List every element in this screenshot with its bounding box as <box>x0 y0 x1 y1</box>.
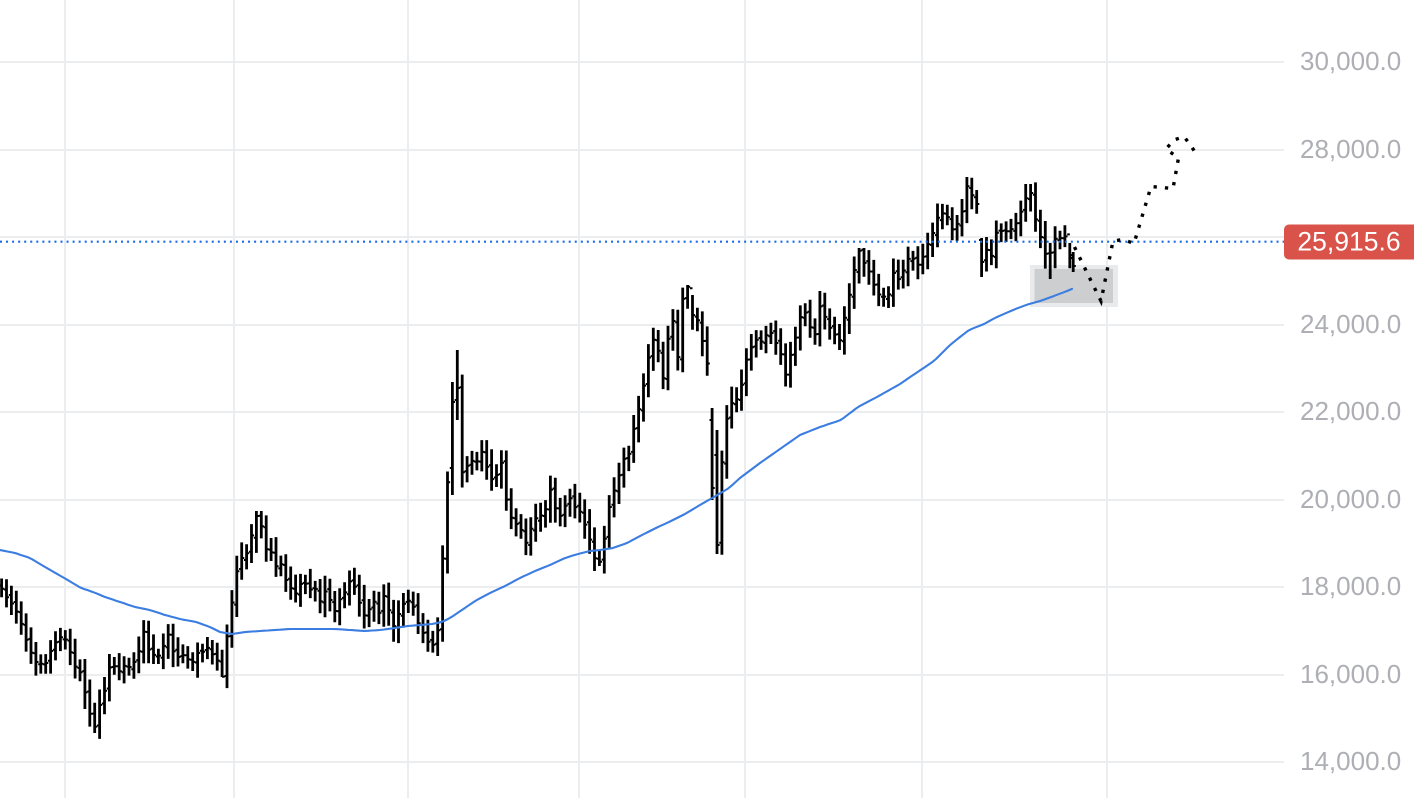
svg-text:28,000.0: 28,000.0 <box>1300 134 1401 164</box>
svg-text:25,915.6: 25,915.6 <box>1297 227 1400 257</box>
svg-text:24,000.0: 24,000.0 <box>1300 309 1401 339</box>
svg-text:16,000.0: 16,000.0 <box>1300 659 1401 689</box>
svg-text:20,000.0: 20,000.0 <box>1300 484 1401 514</box>
svg-text:14,000.0: 14,000.0 <box>1300 746 1401 776</box>
svg-text:22,000.0: 22,000.0 <box>1300 396 1401 426</box>
svg-text:18,000.0: 18,000.0 <box>1300 571 1401 601</box>
svg-text:30,000.0: 30,000.0 <box>1300 46 1401 76</box>
